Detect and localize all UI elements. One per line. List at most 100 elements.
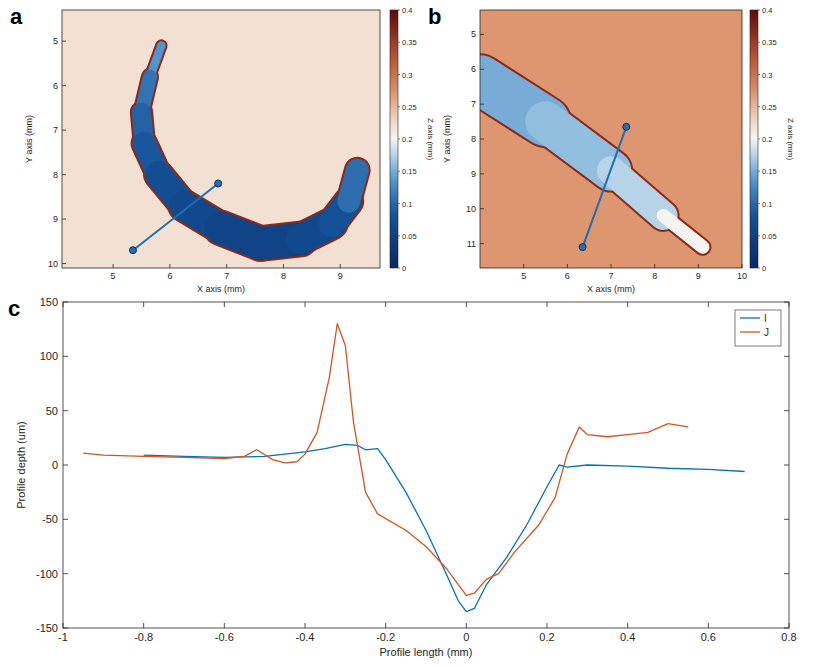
y-tick [63, 519, 68, 520]
x-tick-label: 7 [224, 271, 229, 281]
colorbar-tick-label: 0.35 [762, 38, 777, 47]
x-tick-label: 9 [338, 271, 343, 281]
y-tick [62, 174, 66, 175]
x-tick-label: -0.4 [296, 631, 315, 643]
y-tick-label: 5 [471, 29, 476, 39]
x-tick-top [305, 302, 306, 307]
y-tick [480, 173, 484, 174]
legend-box [735, 310, 781, 346]
x-tick-top [224, 302, 225, 307]
groove-rim [349, 170, 358, 201]
x-tick-label: 0.4 [620, 631, 635, 643]
y-axis-title: Profile depth (um) [15, 421, 27, 508]
y-tick [62, 41, 66, 42]
lines [83, 324, 744, 612]
colorbar-tick [758, 74, 760, 75]
colorbar-tick-label: 0.2 [402, 135, 412, 144]
groove-segment [349, 170, 358, 201]
profile-line [583, 127, 627, 247]
colorbar-tick-label: 0.3 [402, 71, 412, 80]
x-tick [698, 264, 699, 268]
series-line [83, 324, 688, 596]
colorbar-tick [758, 106, 760, 107]
colorbar-tick [758, 171, 760, 172]
profile-line [133, 183, 218, 250]
colorbar-tick [758, 139, 760, 140]
panel-letter: a [10, 4, 23, 29]
groove-segment [663, 216, 702, 247]
y-tick [62, 85, 66, 86]
y-tick-label: 10 [466, 204, 476, 214]
y-tick-label: 8 [471, 134, 476, 144]
y-tick [63, 302, 68, 303]
y-axis-title: Y axis (mm) [442, 115, 452, 163]
x-tick [466, 623, 467, 628]
x-tick-label: 10 [737, 271, 747, 281]
legend-label: I [764, 313, 767, 324]
panel-b: 5678910567891011X axis (mm)Y axis (mm)b0… [428, 4, 795, 294]
y-tick [63, 410, 68, 411]
x-tick [224, 623, 225, 628]
plot-frame [62, 10, 380, 268]
y-tick-right [784, 573, 789, 574]
y-tick-label: 0 [52, 459, 58, 471]
x-tick-top [466, 302, 467, 307]
y-tick-label: -50 [42, 513, 58, 525]
x-tick-label: 8 [281, 271, 286, 281]
colorbar-title: Z axis (mm) [786, 118, 795, 161]
x-tick-top [627, 302, 628, 307]
y-tick [63, 465, 68, 466]
groove-segment [611, 170, 663, 215]
colorbar-tick [398, 139, 400, 140]
colorbar [750, 10, 758, 268]
surface-background [62, 10, 380, 268]
surface-background [480, 10, 742, 268]
colorbar-tick-label: 0.1 [402, 200, 412, 209]
panel-a: 567895678910X axis (mm)Y axis (mm)a00.05… [10, 4, 435, 294]
colorbar-tick [398, 171, 400, 172]
y-tick-right [784, 628, 789, 629]
colorbar-tick-label: 0 [402, 264, 406, 273]
legend: IJ [735, 310, 781, 346]
series-line [144, 444, 745, 611]
x-tick-label: 0.2 [539, 631, 554, 643]
x-tick [708, 623, 709, 628]
colorbar-tick [398, 10, 400, 11]
x-tick-label: 0 [463, 631, 469, 643]
plot-frame [480, 10, 742, 268]
profile-end [579, 244, 586, 251]
x-tick-label: 6 [167, 271, 172, 281]
x-tick-label: 5 [111, 271, 116, 281]
y-tick-label: 5 [53, 36, 58, 46]
x-tick [654, 264, 655, 268]
y-tick-label: -150 [36, 622, 58, 634]
y-tick [480, 243, 484, 244]
x-tick-top [143, 302, 144, 307]
x-tick [169, 264, 170, 268]
colorbar-tick-label: 0.15 [402, 167, 417, 176]
colorbar-tick-label: 0 [762, 264, 766, 273]
x-tick [567, 264, 568, 268]
y-tick-label: 9 [471, 169, 476, 179]
legend-label: J [764, 327, 769, 338]
x-tick-label: -1 [58, 631, 68, 643]
y-tick-label: 10 [48, 259, 58, 269]
x-tick-top [385, 302, 386, 307]
y-tick-label: 50 [46, 405, 58, 417]
background [0, 0, 818, 666]
y-tick [63, 356, 68, 357]
x-tick [63, 623, 64, 628]
legend-swatch [740, 317, 760, 318]
panel-letter: c [8, 296, 20, 321]
y-tick-right [784, 410, 789, 411]
groove-rim [663, 216, 702, 247]
x-tick-top [63, 302, 64, 307]
colorbar-tick [758, 42, 760, 43]
groove-rim [611, 170, 663, 215]
y-tick-label: 7 [471, 99, 476, 109]
colorbar-tick-label: 0.3 [762, 71, 772, 80]
colorbar-title: Z axis (mm) [426, 118, 435, 161]
colorbar-tick [758, 235, 760, 236]
colorbar-tick-label: 0.1 [762, 200, 772, 209]
panel-letter: b [428, 4, 441, 29]
